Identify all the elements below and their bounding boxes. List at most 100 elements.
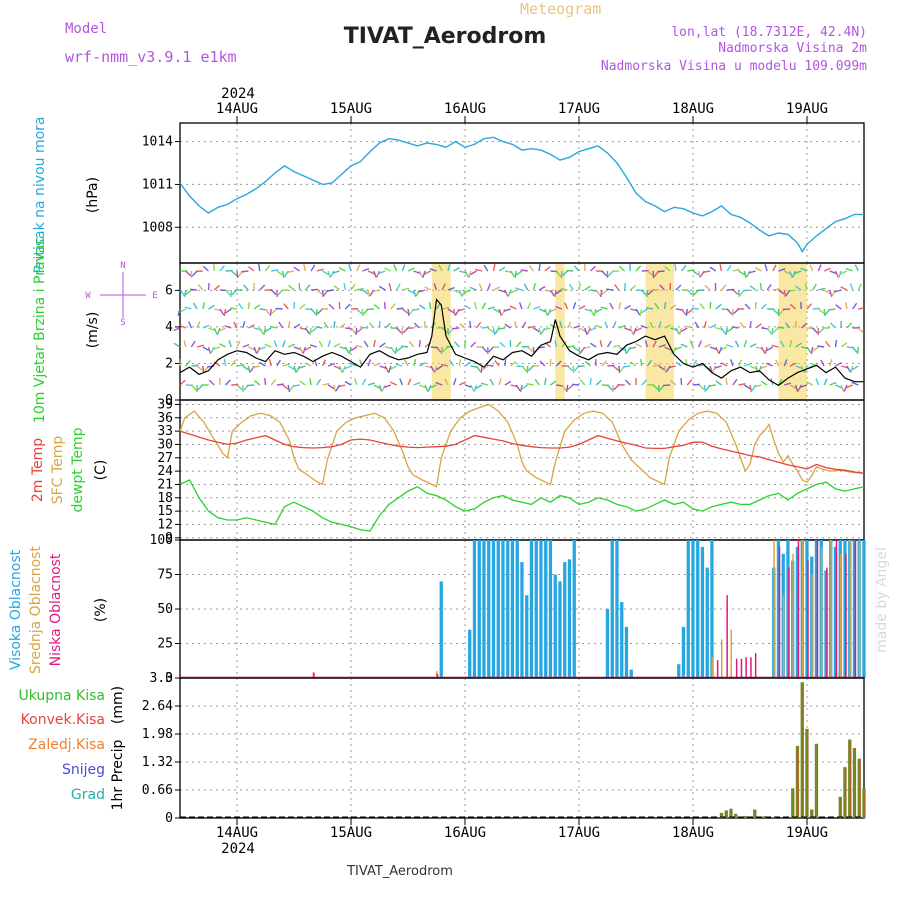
legend-frozen-precip: Zaledj.Kisa xyxy=(28,737,105,753)
wind-arrow xyxy=(483,264,489,272)
wind-arrow xyxy=(338,267,346,272)
wind-arrow xyxy=(258,263,261,272)
wind-arrow xyxy=(641,379,648,386)
wind-arrow xyxy=(578,305,586,310)
high-cloud-bar xyxy=(814,540,819,678)
high-cloud-bar xyxy=(677,664,681,678)
top-date-axis: 14AUG 15AUG 16AUG 17AUG 18AUG 19AUG xyxy=(216,101,828,123)
wind-arrow xyxy=(396,307,404,310)
conv-precip-bar xyxy=(854,750,856,818)
wind-arrow xyxy=(694,321,700,329)
wind-arrow xyxy=(356,308,363,315)
wind-arrow xyxy=(852,346,858,353)
wind-arrow xyxy=(350,346,358,352)
wind-arrow xyxy=(453,289,461,294)
wind-arrow xyxy=(248,346,256,351)
wind-arrow xyxy=(264,264,271,272)
wind-arrow xyxy=(394,346,398,355)
wind-arrow xyxy=(704,284,711,291)
wind-arrow xyxy=(229,307,238,310)
wind-arrow xyxy=(675,361,682,367)
wind-arrow xyxy=(800,301,802,310)
wind-arrow xyxy=(378,384,383,392)
wind-arrow xyxy=(367,359,372,367)
wind-arrow xyxy=(714,365,722,369)
wind-arrow xyxy=(718,346,723,354)
wind-arrow xyxy=(573,265,580,272)
wind-arrow xyxy=(444,378,449,386)
wind-arrow xyxy=(356,264,361,272)
high-cloud-bar xyxy=(534,540,538,678)
wind-arrow xyxy=(539,360,546,367)
cloud-unit: (%) xyxy=(93,598,109,622)
wind-arrow xyxy=(681,308,687,316)
precip-bar xyxy=(838,796,842,818)
model-label: Model xyxy=(65,21,107,37)
wind-arrow xyxy=(759,282,763,291)
wind-arrow xyxy=(664,324,672,329)
y-tick-label: 2 xyxy=(165,356,173,371)
wind-arrow xyxy=(674,346,682,351)
mid-cloud-bar xyxy=(773,540,775,678)
high-cloud-bar xyxy=(624,626,629,678)
y-tick-label: 15 xyxy=(157,504,173,519)
high-cloud-bar xyxy=(795,546,800,678)
wind-arrow xyxy=(749,285,757,291)
wind-arrow xyxy=(463,289,471,294)
mid-cloud-bar xyxy=(721,639,723,678)
wind-arrow xyxy=(629,346,637,350)
wind-arrow xyxy=(825,340,831,348)
wind-arrow xyxy=(846,365,852,373)
wind-arrow xyxy=(623,365,631,368)
bottom-date-label: 15AUG xyxy=(330,825,372,841)
conv-precip-bar xyxy=(850,741,852,818)
wind-arrow xyxy=(224,325,232,329)
wind-arrow xyxy=(184,289,187,298)
wind-arrow xyxy=(396,346,403,352)
wind-arrow xyxy=(698,270,701,279)
sfc-temp-line xyxy=(179,403,865,488)
wind-arrow xyxy=(515,287,523,291)
wind-gust-band xyxy=(555,264,565,399)
wind-arrow xyxy=(388,283,392,291)
wind-arrow xyxy=(845,384,853,389)
wind-arrow xyxy=(856,346,859,355)
wind-arrow xyxy=(418,304,426,310)
wind-arrow xyxy=(348,264,352,272)
y-tick-label: 21 xyxy=(157,477,173,492)
wind-arrow xyxy=(197,284,204,291)
wind-arrow xyxy=(794,320,797,329)
wind-arrow xyxy=(389,381,397,386)
high-cloud-bar xyxy=(482,540,486,678)
high-cloud-bar xyxy=(786,540,790,678)
wind-arrow xyxy=(373,303,380,310)
wind-arrow xyxy=(179,289,185,297)
wind-arrow xyxy=(242,321,246,329)
wind-arrow xyxy=(207,282,210,291)
wind-arrow xyxy=(278,321,284,329)
wind-arrow xyxy=(247,301,251,310)
wind-arrow xyxy=(698,384,705,390)
wind-arrow xyxy=(236,270,239,279)
y-tick-label: 39 xyxy=(157,397,173,412)
wind-arrow xyxy=(271,308,278,314)
wind-arrow xyxy=(302,346,307,354)
wind-arrow xyxy=(657,270,665,273)
wind-arrow xyxy=(310,308,317,315)
wind-arrow xyxy=(589,377,592,386)
wind-arrow xyxy=(376,270,381,278)
wind-arrow xyxy=(726,327,734,333)
precip-bar xyxy=(719,812,724,818)
wind-arrow xyxy=(854,264,859,272)
wind-arrow xyxy=(487,327,494,333)
wind-gust-band xyxy=(645,264,674,399)
y-tick-label: 30 xyxy=(157,437,173,452)
wind-arrow xyxy=(732,268,740,272)
high-cloud-bar xyxy=(506,540,510,678)
wind-arrow xyxy=(850,365,854,373)
high-cloud-bar xyxy=(610,540,614,678)
y-tick-label: 33 xyxy=(157,424,173,439)
wind-arrow xyxy=(840,286,848,291)
wind-arrow xyxy=(823,308,826,317)
wind-arrow xyxy=(208,379,215,386)
